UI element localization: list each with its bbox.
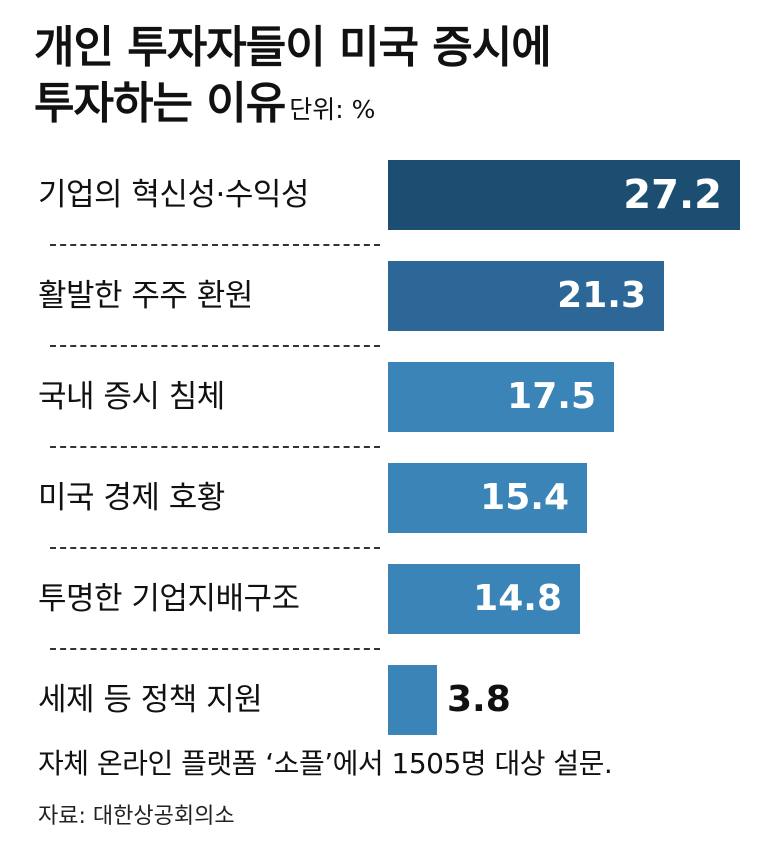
category-label: 투명한 기업지배구조 bbox=[38, 581, 300, 617]
source-credit: 자료: 대한상공회의소 bbox=[38, 804, 235, 829]
bar bbox=[388, 463, 587, 533]
bar bbox=[388, 261, 664, 331]
bar-row: 국내 증시 침체 17.5 bbox=[0, 362, 780, 432]
value-label: 14.8 bbox=[473, 578, 562, 619]
value-label: 3.8 bbox=[447, 679, 511, 720]
value-label: 21.3 bbox=[557, 275, 646, 316]
value-label: 15.4 bbox=[480, 477, 569, 518]
title-line-2: 투자하는 이유 단위: % bbox=[34, 76, 754, 138]
category-label: 국내 증시 침체 bbox=[38, 379, 225, 415]
bar bbox=[388, 665, 437, 735]
row-divider bbox=[50, 345, 380, 347]
survey-footnote: 자체 온라인 플랫폼 ‘소플’에서 1505명 대상 설문. bbox=[38, 747, 613, 780]
row-divider bbox=[50, 244, 380, 246]
title-line-2-text: 투자하는 이유 bbox=[34, 78, 286, 129]
row-divider bbox=[50, 446, 380, 448]
chart-title: 개인 투자자들이 미국 증시에 투자하는 이유 단위: % bbox=[34, 20, 754, 138]
category-label: 기업의 혁신성·수익성 bbox=[38, 177, 309, 213]
value-label: 27.2 bbox=[623, 172, 722, 218]
unit-label: 단위: % bbox=[289, 95, 376, 124]
bar bbox=[388, 160, 740, 230]
title-line-1: 개인 투자자들이 미국 증시에 bbox=[34, 22, 552, 73]
bar-row: 활발한 주주 환원 21.3 bbox=[0, 261, 780, 331]
bar-row: 세제 등 정책 지원 3.8 bbox=[0, 665, 780, 735]
bar bbox=[388, 564, 580, 634]
value-label: 17.5 bbox=[507, 376, 596, 417]
category-label: 활발한 주주 환원 bbox=[38, 278, 253, 314]
bar-row: 투명한 기업지배구조 14.8 bbox=[0, 564, 780, 634]
category-label: 세제 등 정책 지원 bbox=[38, 682, 263, 718]
row-divider bbox=[50, 547, 380, 549]
bar-row: 미국 경제 호황 15.4 bbox=[0, 463, 780, 533]
bar-row: 기업의 혁신성·수익성 27.2 bbox=[0, 160, 780, 230]
bar bbox=[388, 362, 614, 432]
category-label: 미국 경제 호황 bbox=[38, 480, 225, 516]
row-divider bbox=[50, 648, 380, 650]
